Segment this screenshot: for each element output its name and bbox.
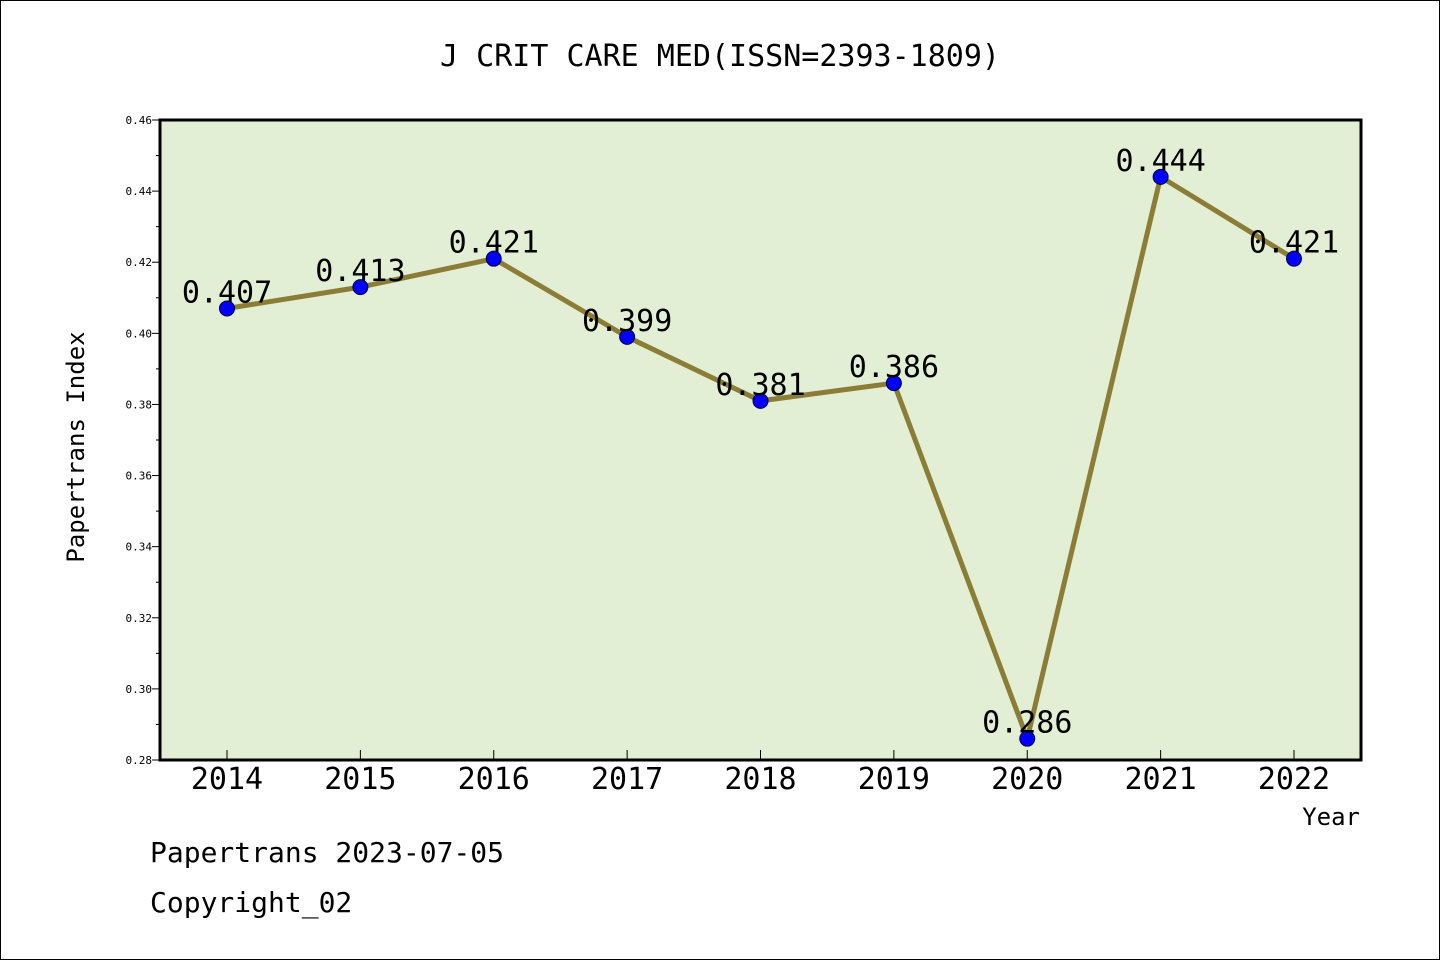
data-label: 0.399 <box>582 304 672 339</box>
data-point <box>885 375 902 392</box>
y-tick-label: 0.40 <box>126 327 153 340</box>
footer-date-text: Papertrans 2023-07-05 <box>150 836 505 869</box>
x-tick-label: 2021 <box>1125 762 1197 797</box>
y-tick-label: 0.44 <box>126 185 153 198</box>
footer-copyright-text: Copyright_02 <box>150 886 353 919</box>
y-axis-label: Papertrans Index <box>62 331 90 562</box>
data-point <box>752 392 769 409</box>
x-tick-label: 2020 <box>991 762 1063 797</box>
data-label: 0.386 <box>849 350 939 385</box>
data-label: 0.413 <box>315 254 405 289</box>
y-tick-label: 0.32 <box>126 612 153 625</box>
y-tick-label: 0.30 <box>126 683 153 696</box>
x-tick-label: 2014 <box>191 762 263 797</box>
x-axis-label: Year <box>1302 803 1360 831</box>
y-tick-label: 0.28 <box>126 754 153 767</box>
y-tick-label: 0.38 <box>126 398 153 411</box>
data-label: 0.444 <box>1115 144 1205 179</box>
x-tick-label: 2017 <box>591 762 663 797</box>
data-point <box>219 300 235 317</box>
x-tick-label: 2015 <box>324 762 396 797</box>
x-tick-label: 2016 <box>458 762 530 797</box>
data-label: 0.381 <box>715 368 805 403</box>
data-point <box>619 328 636 345</box>
data-label: 0.421 <box>1249 226 1339 261</box>
data-point <box>485 250 502 267</box>
data-label: 0.421 <box>449 226 539 261</box>
x-tick-label: 2018 <box>724 762 796 797</box>
data-point <box>1286 250 1302 267</box>
y-tick-label: 0.36 <box>126 470 153 483</box>
data-series: 0.407 0.413 0.421 0.399 0.381 0.386 0.286 0.444… <box>182 144 1339 747</box>
y-axis: 0.28 0.30 0.32 0.34 0.36 0.38 0.40 0.42 0.44 0.46 <box>126 114 160 767</box>
data-label: 0.407 <box>182 275 272 310</box>
x-tick-label: 2022 <box>1258 762 1330 797</box>
y-tick-label: 0.46 <box>126 114 153 127</box>
x-axis: 2014 2015 2016 2017 2018 2019 2020 2021 2022 <box>191 750 1330 797</box>
y-tick-label: 0.42 <box>126 256 153 269</box>
data-point <box>352 279 369 296</box>
chart-title: J CRIT CARE MED(ISSN=2393-1809) <box>440 39 1000 74</box>
plot-area <box>158 118 1363 762</box>
data-point <box>1152 168 1169 185</box>
data-point <box>1019 730 1036 747</box>
x-tick-label: 2019 <box>858 762 930 797</box>
y-tick-label: 0.34 <box>126 541 153 554</box>
data-label: 0.286 <box>982 706 1072 741</box>
